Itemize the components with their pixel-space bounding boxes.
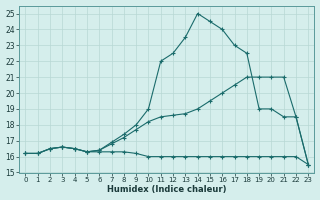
X-axis label: Humidex (Indice chaleur): Humidex (Indice chaleur) (107, 185, 227, 194)
